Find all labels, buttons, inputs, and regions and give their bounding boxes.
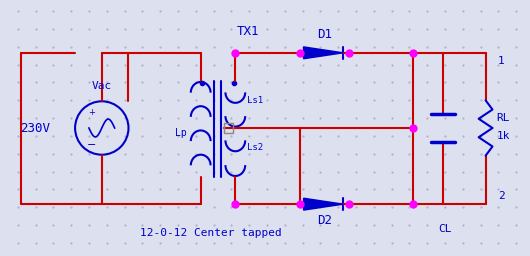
Text: 1k: 1k — [497, 131, 510, 141]
Text: Ls1: Ls1 — [247, 96, 263, 105]
Text: Vac: Vac — [92, 81, 112, 91]
Text: Ls2: Ls2 — [247, 143, 263, 152]
Text: −: − — [87, 140, 96, 150]
Polygon shape — [304, 198, 343, 210]
Text: RL: RL — [497, 113, 510, 123]
Text: TX1: TX1 — [237, 25, 259, 38]
Text: D2: D2 — [317, 215, 332, 228]
Text: 2: 2 — [498, 191, 505, 201]
Text: D1: D1 — [317, 28, 332, 40]
Text: 1: 1 — [498, 56, 505, 66]
Polygon shape — [304, 47, 343, 59]
Text: CL: CL — [438, 224, 452, 234]
Text: Lp: Lp — [175, 128, 187, 138]
Text: 230V: 230V — [21, 122, 50, 134]
Text: 12-0-12 Center tapped: 12-0-12 Center tapped — [140, 228, 281, 238]
Text: +: + — [89, 108, 95, 117]
Bar — [224, 123, 233, 133]
